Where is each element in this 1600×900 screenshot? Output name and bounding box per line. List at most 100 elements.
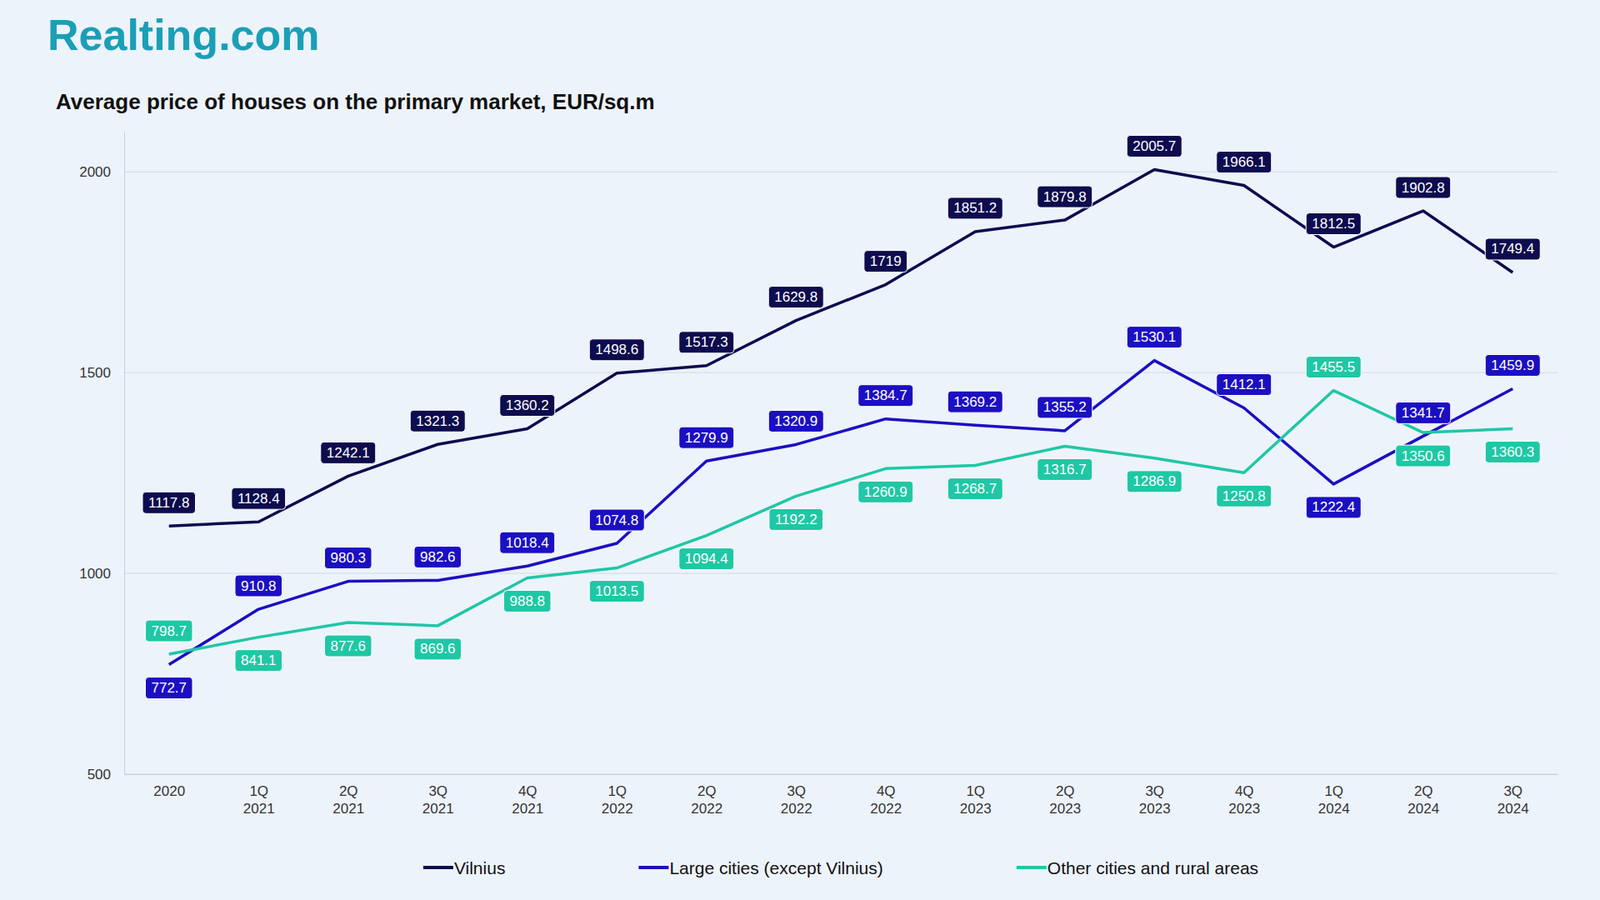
data-label-text: 772.7 (150, 680, 187, 696)
data-label-box (500, 531, 555, 554)
data-label-text: 1455.5 (1311, 359, 1355, 375)
data-label-box (324, 635, 372, 657)
data-label: 1902.8 (1395, 176, 1451, 199)
data-label-box (768, 410, 824, 432)
y-tick: 1500 (79, 365, 125, 381)
legend-label: Large cities (except Vilnius) (669, 858, 883, 878)
x-tick-label: 4Q2021 (511, 783, 544, 817)
data-label: 1279.9 (679, 426, 735, 449)
x-axis-line (125, 774, 1559, 775)
x-tick-label-line: 2023 (960, 800, 992, 817)
data-label: 1260.9 (858, 480, 914, 503)
data-label-text: 1279.9 (685, 430, 729, 446)
x-tick-label: 2Q2021 (332, 783, 365, 817)
data-label: 988.8 (503, 590, 551, 612)
series-line (169, 169, 1514, 526)
data-label-text: 988.8 (509, 593, 545, 610)
x-tick-label-line: 2021 (243, 800, 275, 817)
data-label: 1341.7 (1395, 401, 1451, 424)
data-label: 1268.7 (947, 478, 1003, 500)
data-label: 980.3 (324, 547, 372, 570)
data-label-text: 1260.9 (864, 484, 908, 500)
grid-line (124, 171, 1558, 173)
data-label: 1250.8 (1216, 485, 1272, 507)
data-label: 772.7 (145, 677, 193, 700)
data-label-box (1485, 440, 1540, 463)
x-tick-label-line: 4Q (876, 783, 896, 800)
x-tick: 3Q2023 (1139, 774, 1171, 817)
data-label: 1316.7 (1037, 458, 1093, 480)
data-label-box (589, 509, 645, 531)
data-label-text: 841.1 (240, 652, 277, 669)
data-label-box (1126, 135, 1182, 157)
data-label-text: 1966.1 (1222, 154, 1266, 170)
data-label-box (231, 487, 286, 510)
data-label-text: 1749.4 (1490, 240, 1535, 257)
plot-area (169, 169, 1514, 665)
x-tick-label-line: 1Q (607, 783, 627, 800)
data-label: 869.6 (414, 638, 462, 660)
x-tick: 3Q2024 (1497, 774, 1530, 817)
x-tick-label: 1Q2021 (243, 783, 275, 817)
data-label-text: 1902.8 (1401, 180, 1445, 196)
data-label: 1384.7 (858, 385, 914, 407)
x-tick-label-line: 3Q (428, 783, 448, 800)
data-label-box (1037, 458, 1093, 480)
data-label-box (1126, 470, 1182, 493)
data-label-text: 1412.1 (1222, 376, 1266, 393)
data-label-text: 1268.7 (953, 480, 997, 497)
x-tick: 2Q2024 (1407, 774, 1440, 817)
series-line (169, 360, 1514, 665)
x-tick: 1Q2024 (1318, 774, 1350, 817)
data-label-text: 1013.5 (595, 583, 639, 600)
data-label-box (858, 385, 914, 407)
data-label-text: 1719 (870, 253, 902, 270)
data-label: 841.1 (235, 650, 283, 672)
data-label: 1498.6 (589, 339, 645, 361)
data-label: 1013.5 (589, 580, 645, 603)
x-tick-label-line: 3Q (1145, 783, 1165, 800)
data-label: 1459.9 (1485, 354, 1540, 376)
legend-label: Vilnius (454, 858, 505, 878)
data-label: 1242.1 (320, 441, 376, 464)
x-tick: 2020 (153, 774, 185, 800)
x-tick: 3Q2022 (780, 774, 813, 817)
data-label-box (679, 331, 735, 354)
x-tick-label-line: 4Q (1235, 783, 1255, 800)
data-label-box (320, 441, 376, 464)
data-label-box (1395, 401, 1451, 424)
data-label: 1094.4 (679, 548, 735, 570)
x-tick-label-line: 2024 (1497, 800, 1530, 817)
data-label-text: 1074.8 (595, 512, 639, 529)
series-line (169, 390, 1514, 655)
data-label-box (1037, 396, 1093, 419)
x-tick-label-line: 2Q (1055, 783, 1075, 800)
data-label: 2005.7 (1126, 135, 1182, 157)
y-axis-line (124, 132, 125, 775)
x-tick: 4Q2022 (870, 774, 902, 817)
data-label-text: 1117.8 (148, 495, 190, 511)
x-tick-label-line: 2022 (780, 800, 813, 817)
data-label-box (410, 410, 465, 432)
data-label-text: 1316.7 (1043, 461, 1087, 478)
data-label-box (500, 394, 555, 416)
data-label-box (1126, 326, 1182, 349)
data-label-box (589, 339, 645, 361)
data-label: 1222.4 (1305, 496, 1361, 519)
data-label-box (1305, 356, 1361, 379)
data-label: 1321.3 (410, 410, 465, 432)
data-label: 910.8 (235, 575, 283, 597)
data-label-box (235, 650, 283, 672)
data-label-text: 1094.4 (685, 550, 729, 567)
x-tick-label-line: 2022 (690, 800, 723, 817)
data-label: 1455.5 (1305, 356, 1361, 379)
data-label-box (679, 426, 735, 449)
data-label-text: 1321.3 (415, 413, 460, 430)
legend-item: Other cities and rural areas (1016, 858, 1259, 878)
data-label-text: 1459.9 (1490, 357, 1535, 374)
data-label: 1369.2 (947, 390, 1003, 413)
x-tick-label-line: 2023 (1228, 800, 1260, 817)
data-label-box (947, 390, 1003, 413)
data-label: 1355.2 (1037, 396, 1093, 419)
data-label-text: 982.6 (420, 549, 456, 565)
